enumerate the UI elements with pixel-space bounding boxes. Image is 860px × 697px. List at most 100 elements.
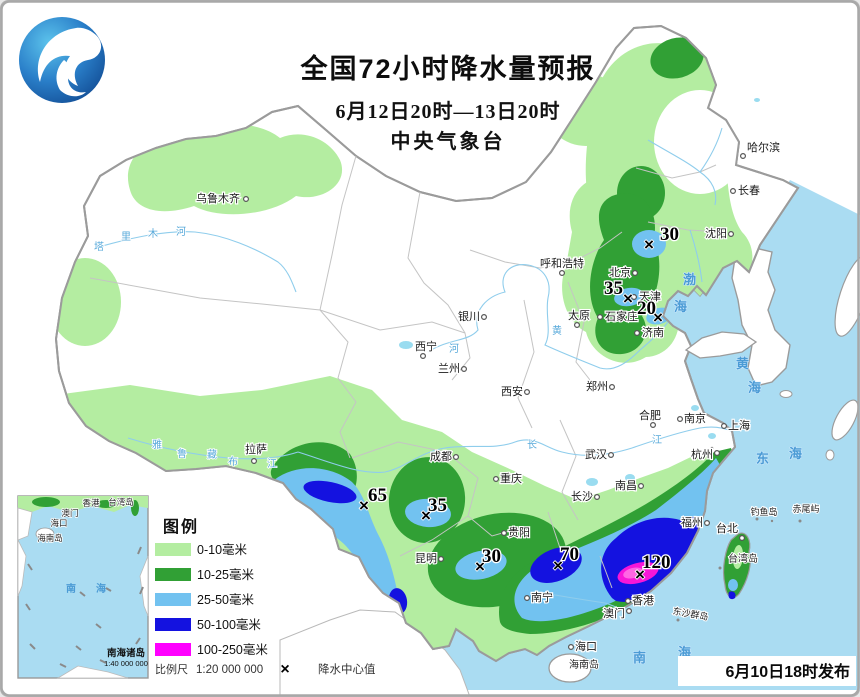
map-legend: 图例 0-10毫米 10-25毫米 25-50毫米 50-100毫米 100-2… xyxy=(155,517,376,678)
sea-label-yellow-1: 黄 xyxy=(736,356,750,371)
city-label-xining: 西宁 xyxy=(415,339,437,353)
precip-center-mark: × xyxy=(635,565,645,584)
pearl-river xyxy=(537,591,623,611)
legend-item-100-250: 100-250毫米 xyxy=(197,642,268,657)
hainan-island-label: 海南岛 xyxy=(569,658,599,671)
city-label-harbin: 哈尔滨 xyxy=(747,140,780,154)
legend-center-symbol: × xyxy=(280,661,289,678)
city-labels: 乌鲁木齐 哈尔滨 长春 沈阳 北京 天津 石家庄 济南 呼和浩特 太原 银川 西… xyxy=(195,139,781,654)
sea-label-south-1: 南 xyxy=(633,650,647,665)
river-label-tarim-3: 木 xyxy=(148,228,158,240)
precip-center-mark: × xyxy=(553,556,563,575)
city-label-taiyuan: 太原 xyxy=(568,309,590,322)
japan-honshu xyxy=(834,255,860,337)
precip-center-value: 65 xyxy=(368,485,387,506)
inset-sea-label-1: 南 xyxy=(66,582,76,595)
sea-label-east-2: 海 xyxy=(789,446,803,461)
city-label-hefei: 合肥 xyxy=(639,408,661,422)
hainan-island xyxy=(548,653,592,683)
taiwan-island xyxy=(722,532,751,600)
city-label-tianjin: 天津 xyxy=(639,290,661,303)
city-label-zhengzhou: 郑州 xyxy=(586,379,608,393)
city-label-shenyang: 沈阳 xyxy=(705,226,727,240)
river-label-yellow-1: 黄 xyxy=(552,324,562,337)
legend-item-25-50: 25-50毫米 xyxy=(197,592,254,607)
legend-title: 图例 xyxy=(163,517,199,536)
city-label-xian: 西安 xyxy=(501,384,523,398)
precip-center-mark: × xyxy=(644,235,654,254)
sea-labels: 渤 海 黄 海 东 海 南 海 xyxy=(633,272,803,666)
city-label-shanghai: 上海 xyxy=(728,418,750,432)
city-label-beijing: 北京 xyxy=(609,265,631,279)
river-label-yarlung-4: 布 xyxy=(228,456,238,468)
inset-label-hainan: 海南岛 xyxy=(37,533,63,543)
sea-label-yellow-2: 海 xyxy=(748,380,762,395)
legend-scale-label: 比例尺 xyxy=(155,662,188,676)
tarim-river xyxy=(94,231,297,293)
precip-center-mark: × xyxy=(359,496,369,515)
precip-center-mark: × xyxy=(475,557,485,576)
city-label-nanning: 南宁 xyxy=(531,590,553,604)
river-label-yangtze-2: 江 xyxy=(652,434,662,446)
title-block: 全国72小时降水量预报 6月12日20时—13日20时 中央气象台 xyxy=(299,53,595,153)
map-title: 全国72小时降水量预报 xyxy=(299,53,595,84)
japan-kyushu xyxy=(831,399,859,441)
precip-center-mark: × xyxy=(421,506,431,525)
river-label-yangtze-1: 长 xyxy=(527,439,537,451)
precip-center-value: 120 xyxy=(642,552,671,573)
precip-center-value: 70 xyxy=(560,544,579,565)
city-label-hongkong: 香港 xyxy=(632,594,654,607)
city-label-chongqing: 重庆 xyxy=(500,471,522,485)
forecast-period: 6月12日20时—13日20时 xyxy=(336,100,561,123)
precip-center-value: 35 xyxy=(604,278,623,299)
city-label-yinchuan: 银川 xyxy=(458,309,480,323)
legend-item-0-10: 0-10毫米 xyxy=(197,542,248,557)
inset-title: 南海诸岛 xyxy=(107,647,145,659)
liao-river xyxy=(689,229,703,283)
korea-peninsula xyxy=(731,247,791,387)
legend-swatch-100-250 xyxy=(155,643,191,656)
city-label-wuhan: 武汉 xyxy=(585,448,607,461)
logo-tail xyxy=(56,60,86,97)
chiwei-islet-label: 赤尾屿 xyxy=(792,504,819,514)
legend-swatch-10-25 xyxy=(155,568,191,581)
yarlung-river xyxy=(127,437,299,460)
province-borders xyxy=(89,155,725,589)
city-label-kunming: 昆明 xyxy=(415,552,437,565)
cma-logo xyxy=(19,17,105,103)
lakes xyxy=(399,98,760,486)
city-label-changchun: 长春 xyxy=(738,184,760,197)
city-label-lhasa: 拉萨 xyxy=(245,442,267,456)
legend-scale-value: 1:20 000 000 xyxy=(196,664,263,676)
inset-label-taiwan: 台湾岛 xyxy=(108,497,134,507)
inset-label-macau: 澳门 xyxy=(61,508,78,518)
precip-center-value: 30 xyxy=(482,546,501,567)
yellow-river xyxy=(427,264,669,370)
sea-label-bohai-1: 渤 xyxy=(683,272,697,287)
city-label-jinan: 济南 xyxy=(642,325,664,339)
taiwan-island-label: 台湾岛 xyxy=(728,552,758,565)
diaoyu-island-label: 钓鱼岛 xyxy=(750,506,777,517)
city-label-shijiazhuang: 石家庄 xyxy=(605,309,638,323)
small-islets xyxy=(676,446,802,622)
legend-swatch-0-10 xyxy=(155,543,191,556)
river-label-yarlung-5: 江 xyxy=(267,458,277,470)
city-label-guiyang: 贵阳 xyxy=(508,526,530,539)
logo-swirl xyxy=(37,27,102,86)
rivers xyxy=(94,127,732,611)
yangtze-river xyxy=(297,426,732,473)
river-label-tarim-2: 里 xyxy=(121,231,131,243)
city-label-haikou: 海口 xyxy=(575,639,597,653)
city-label-nanchang: 南昌 xyxy=(615,479,637,492)
river-label-yarlung-3: 藏 xyxy=(207,449,217,461)
inset-label-hongkong: 香港 xyxy=(82,498,100,508)
jeju-island xyxy=(779,390,793,398)
precip-center-value: 35 xyxy=(428,495,447,516)
legend-item-50-100: 50-100毫米 xyxy=(197,617,261,632)
shandong-peninsula xyxy=(684,331,758,359)
city-label-lanzhou: 兰州 xyxy=(438,362,460,375)
agency-name: 中央气象台 xyxy=(391,129,506,153)
sea-label-bohai-2: 海 xyxy=(674,299,688,314)
city-markers xyxy=(243,153,746,650)
